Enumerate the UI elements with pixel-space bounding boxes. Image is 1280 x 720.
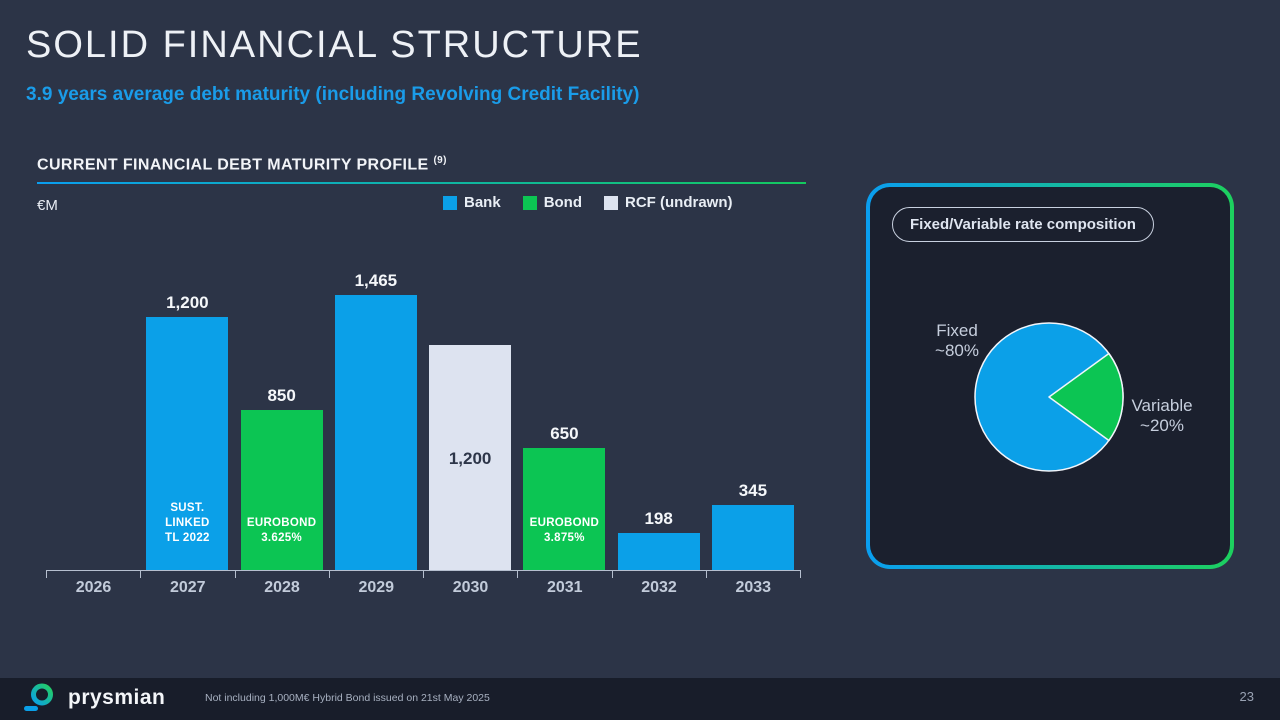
footer: prysmian Not including 1,000M€ Hybrid Bo…	[0, 678, 1280, 720]
legend-label-rcf: RCF (undrawn)	[625, 194, 733, 211]
x-tick	[517, 570, 519, 578]
pie-slice-variable	[1048, 352, 1124, 442]
chart-heading: CURRENT FINANCIAL DEBT MATURITY PROFILE …	[37, 155, 447, 174]
bar-value-2030: 1,200	[448, 448, 492, 468]
bar-slot-2031: 650 EUROBOND 3.875%	[517, 260, 611, 570]
logo-text: prysmian	[68, 686, 166, 709]
bar-plot: 1,200 SUST. LINKED TL 2022 850 EUROBOND 3.625%…	[46, 260, 801, 570]
chart-heading-footnote-ref: (9)	[433, 155, 447, 166]
pie-label-variable: Variable ~20%	[1112, 396, 1212, 436]
bar-value-2028: 850	[267, 386, 296, 405]
legend-swatch-bond-icon	[522, 195, 537, 210]
bar-note-2027: SUST. LINKED TL 2022	[165, 502, 210, 545]
bar-2029	[334, 295, 417, 570]
footnote: Not including 1,000M€ Hybrid Bond issued…	[205, 692, 490, 704]
pie-label-fixed: Fixed ~80%	[907, 321, 1007, 361]
legend-swatch-rcf-icon	[604, 195, 619, 210]
bar-slot-2033: 345	[706, 260, 800, 570]
legend-label-bond: Bond	[543, 194, 583, 211]
bar-value-2032: 198	[644, 509, 673, 528]
chart-heading-text: CURRENT FINANCIAL DEBT MATURITY PROFILE	[37, 156, 429, 174]
x-label-2027: 2027	[169, 579, 206, 596]
legend-swatch-bank-icon	[443, 195, 457, 210]
bar-slot-2028: 850 EUROBOND 3.625%	[235, 260, 329, 570]
page-number: 23	[1239, 689, 1254, 704]
x-tick	[46, 570, 47, 578]
bar-value-2033: 345	[738, 481, 768, 500]
bar-2031	[523, 448, 606, 570]
pie-label-fixed-name: Fixed	[936, 321, 978, 340]
x-tick	[234, 570, 236, 578]
legend-item-bank: Bank	[443, 194, 501, 211]
x-tick	[705, 570, 707, 578]
bar-slot-2032: 198	[612, 260, 706, 570]
page-title: SOLID FINANCIAL STRUCTURE	[26, 24, 643, 66]
bar-note-2031: EUROBOND 3.875%	[529, 517, 600, 545]
bar-2030	[429, 345, 511, 570]
x-label-2033: 2033	[735, 579, 772, 596]
x-label-2026: 2026	[75, 579, 112, 596]
bar-slot-2030: 1,200	[423, 260, 517, 570]
bar-2033	[711, 505, 794, 570]
bar-slot-2026	[46, 260, 140, 570]
bar-slot-2027: 1,200 SUST. LINKED TL 2022	[140, 260, 234, 570]
x-label-2028: 2028	[264, 579, 300, 596]
bar-2032	[617, 533, 700, 570]
x-tick	[328, 570, 330, 578]
heading-divider	[37, 182, 806, 184]
prysmian-logo-icon	[24, 683, 53, 711]
legend-item-bond: Bond	[522, 194, 583, 211]
x-label-2030: 2030	[452, 579, 489, 596]
legend-label-bank: Bank	[464, 194, 501, 211]
bar-value-2027: 1,200	[166, 293, 209, 312]
page-subtitle: 3.9 years average debt maturity (includi…	[26, 84, 640, 105]
rate-composition-pill: Fixed/Variable rate composition	[892, 207, 1154, 242]
x-tick	[423, 570, 424, 578]
x-label-2032: 2032	[641, 579, 677, 596]
x-tick	[800, 570, 801, 578]
y-axis-unit: €M	[37, 197, 58, 214]
company-logo: prysmian	[24, 681, 165, 715]
bar-2027	[146, 317, 229, 570]
bar-value-2031: 650	[550, 424, 579, 443]
rate-composition-panel-body: Fixed/Variable rate composition Fixed ~8…	[870, 187, 1230, 565]
x-tick	[611, 570, 613, 578]
bar-2028	[240, 410, 323, 570]
pie-label-variable-name: Variable	[1131, 396, 1193, 415]
chart-legend: Bank Bond RCF (undrawn)	[443, 194, 733, 211]
bar-note-2028: EUROBOND 3.625%	[246, 517, 317, 545]
x-label-2029: 2029	[358, 579, 395, 596]
pie-label-variable-value: ~20%	[1140, 416, 1184, 436]
bar-value-2029: 1,465	[354, 271, 398, 290]
x-label-2031: 2031	[546, 579, 583, 596]
pie-chart	[974, 322, 1124, 472]
x-tick	[140, 570, 142, 578]
rate-composition-panel: Fixed/Variable rate composition Fixed ~8…	[866, 183, 1234, 569]
bar-slot-2029: 1,465	[329, 260, 423, 570]
legend-item-rcf: RCF (undrawn)	[604, 194, 733, 211]
pie-label-fixed-value: ~80%	[935, 341, 979, 361]
